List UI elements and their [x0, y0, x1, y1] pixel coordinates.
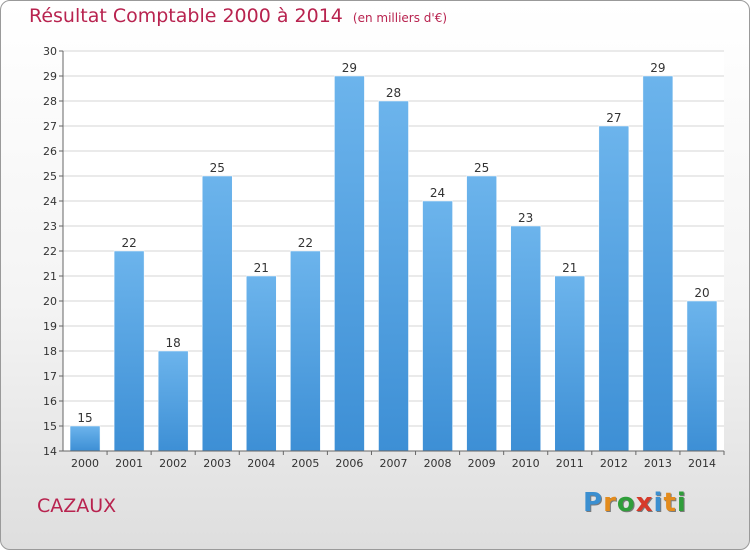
bar — [554, 275, 586, 452]
bar — [598, 125, 630, 452]
y-tick-label: 14 — [43, 445, 57, 458]
bar-value-label: 21 — [562, 261, 577, 275]
bar-value-label: 27 — [606, 111, 621, 125]
bar-value-label: 29 — [650, 61, 665, 75]
y-tick-label: 15 — [43, 420, 57, 433]
logo-letter: x — [635, 488, 654, 518]
bar — [201, 175, 233, 452]
x-tick-label: 2004 — [247, 457, 275, 470]
x-tick-label: 2001 — [115, 457, 143, 470]
bar — [510, 225, 541, 452]
bar — [686, 300, 718, 452]
y-tick-label: 16 — [43, 395, 57, 408]
logo-letter: o — [616, 488, 636, 518]
x-tick-label: 2006 — [335, 457, 363, 470]
y-tick-label: 28 — [43, 95, 57, 108]
y-tick-label: 24 — [43, 195, 57, 208]
bar-value-label: 22 — [121, 236, 136, 250]
x-tick-label: 2002 — [159, 457, 187, 470]
bar-value-label: 20 — [694, 286, 709, 300]
chart-title: Résultat Comptable 2000 à 2014 — [29, 5, 343, 27]
logo-letter: i — [653, 488, 664, 518]
bar — [466, 175, 497, 452]
bar-value-label: 24 — [430, 186, 445, 200]
x-tick-label: 2013 — [644, 457, 672, 470]
y-tick-label: 30 — [43, 45, 57, 58]
bar — [378, 100, 409, 452]
bar-value-label: 23 — [518, 211, 533, 225]
bar-value-label: 22 — [298, 236, 313, 250]
y-tick-label: 23 — [43, 220, 57, 233]
y-tick-label: 25 — [43, 170, 57, 183]
x-tick-label: 2005 — [291, 457, 319, 470]
x-tick-label: 2007 — [380, 457, 408, 470]
x-tick-label: 2009 — [468, 457, 496, 470]
place-name: CAZAUX — [37, 495, 117, 517]
y-tick-label: 19 — [43, 320, 57, 333]
bar-value-label: 18 — [166, 336, 181, 350]
x-tick-label: 2000 — [71, 457, 99, 470]
logo-letter: t — [663, 488, 677, 518]
bar — [113, 250, 145, 452]
y-tick-label: 29 — [43, 70, 57, 83]
bar-value-label: 25 — [210, 161, 225, 175]
bar — [246, 275, 277, 452]
bar-value-label: 25 — [474, 161, 489, 175]
x-tick-label: 2014 — [688, 457, 716, 470]
logo-letter: P — [583, 488, 604, 518]
bars: 15 22 18 25 21 22 29 28 24 25 23 21 27 29 20 — [69, 61, 718, 452]
bar-value-label: 28 — [386, 86, 401, 100]
logo-letter: i — [676, 488, 687, 518]
bar — [334, 75, 365, 452]
bar — [290, 250, 321, 452]
axes: 14 15 16 17 18 19 20 21 22 23 24 25 26 27 28 29 30 2000 20… — [43, 45, 725, 470]
y-tick-label: 20 — [43, 295, 57, 308]
chart-subtitle: (en milliers d'€) — [352, 11, 448, 25]
bar — [157, 350, 189, 452]
y-tick-label: 27 — [43, 120, 57, 133]
x-tick-label: 2011 — [556, 457, 584, 470]
y-tick-label: 22 — [43, 245, 57, 258]
bar — [422, 200, 453, 452]
bar — [69, 425, 101, 452]
y-tick-label: 21 — [43, 270, 57, 283]
proxiti-logo: Proxiti — [583, 488, 687, 518]
y-tick-label: 17 — [43, 370, 57, 383]
x-tick-label: 2008 — [424, 457, 452, 470]
x-tick-label: 2003 — [203, 457, 231, 470]
bar-value-label: 15 — [77, 411, 92, 425]
x-tick-label: 2012 — [600, 457, 628, 470]
logo-letter: r — [603, 488, 617, 518]
bar-value-label: 29 — [342, 61, 357, 75]
bar-value-label: 21 — [254, 261, 269, 275]
chart-header: Résultat Comptable 2000 à 2014 (en milli… — [29, 5, 447, 27]
y-tick-label: 18 — [43, 345, 57, 358]
y-tick-label: 26 — [43, 145, 57, 158]
x-tick-label: 2010 — [512, 457, 540, 470]
bar — [642, 75, 674, 452]
